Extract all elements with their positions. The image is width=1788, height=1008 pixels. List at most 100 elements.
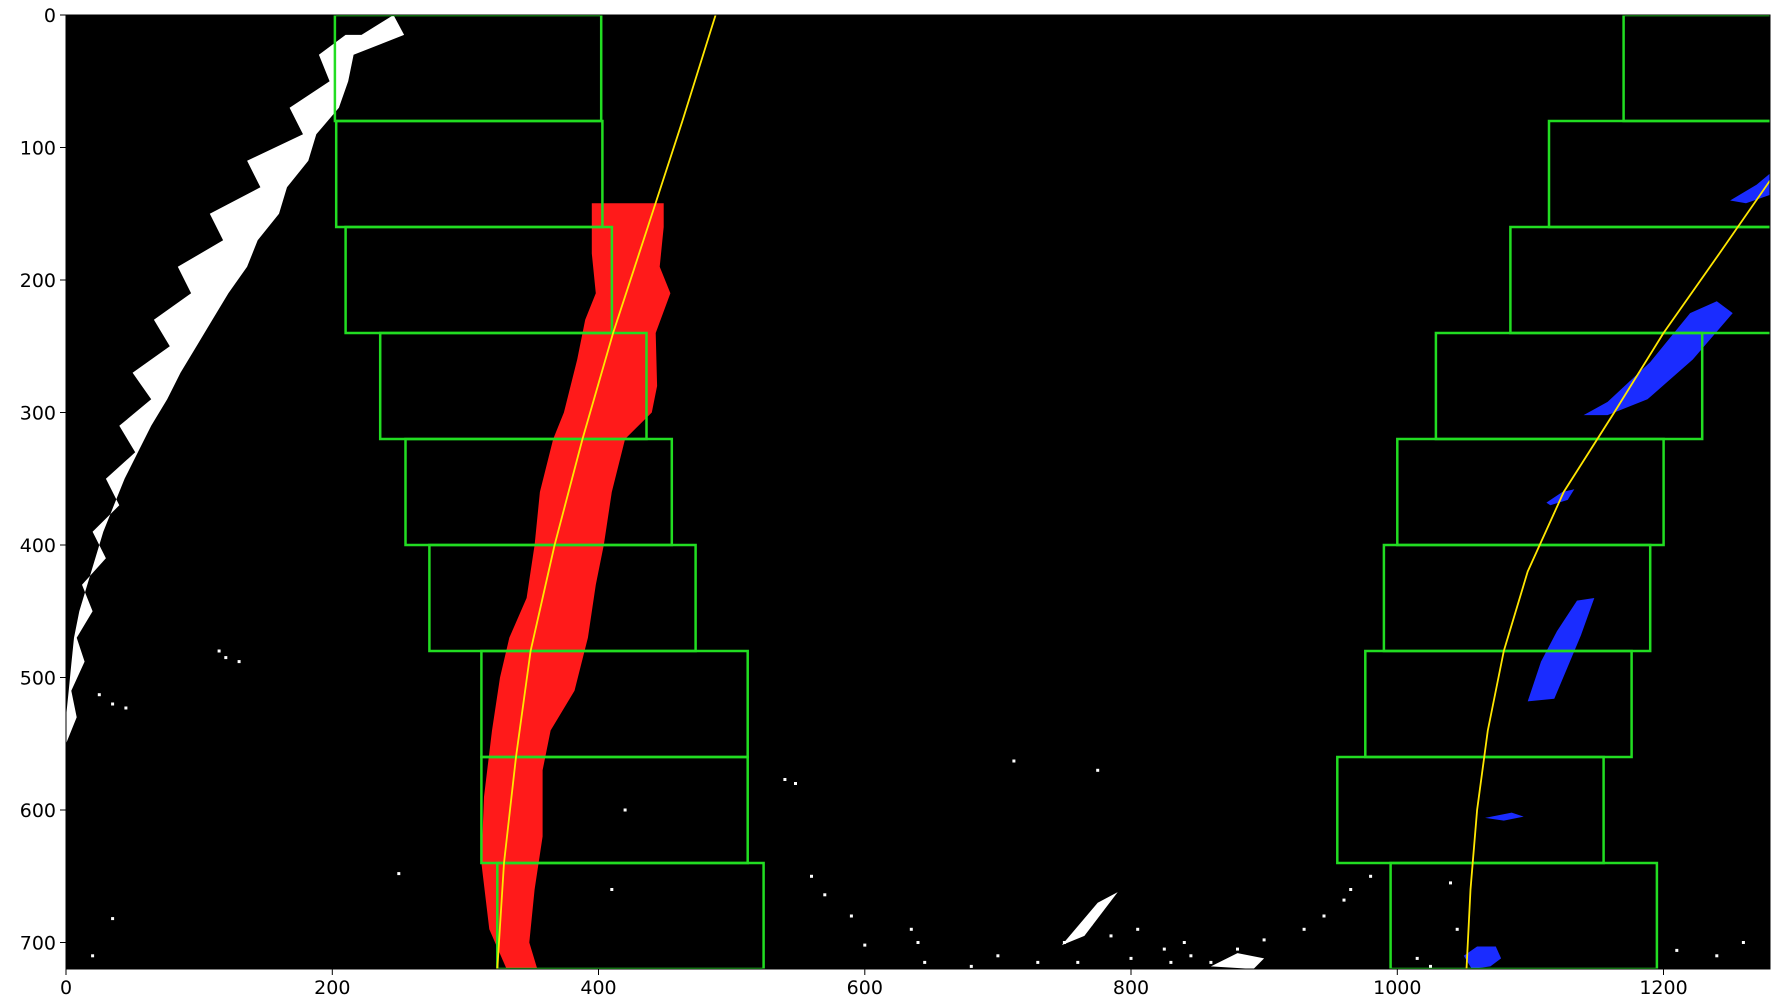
right-fit-curve [1465, 180, 1770, 969]
right-lane-pixel-cluster [1485, 812, 1524, 821]
noise-pixel [1429, 964, 1432, 968]
fit-curves-layer [496, 15, 1770, 969]
noise-pixel [111, 702, 115, 706]
noise-pixel [1109, 934, 1113, 938]
plot-area [66, 15, 1770, 969]
binary-pixels-layer [66, 15, 1745, 969]
y-tick-label: 0 [44, 5, 56, 27]
road-debris-pixels [1210, 953, 1265, 969]
noise-pixel [1209, 960, 1213, 964]
y-tick: 200 [20, 270, 66, 292]
noise-pixel [237, 660, 241, 664]
y-axis: 0 100 200 300 400 500 600 700 [20, 5, 66, 955]
x-axis: 0 200 400 600 800 1000 1200 [60, 969, 1688, 999]
right-lane-pixel-cluster [1583, 301, 1733, 416]
right-lane-pixel-cluster [1463, 946, 1502, 969]
y-tick-label: 500 [20, 668, 56, 690]
x-tick: 800 [1113, 969, 1149, 999]
left-lane-pixel-cluster [481, 203, 671, 969]
noise-pixel [1342, 898, 1346, 902]
noise-pixel [1169, 960, 1173, 964]
noise-pixel [1449, 881, 1452, 885]
y-tick: 300 [20, 403, 66, 425]
x-tick: 1000 [1373, 969, 1421, 999]
y-tick-label: 700 [20, 933, 56, 955]
x-tick-label: 0 [60, 977, 72, 999]
right-sliding-window [1622, 15, 1770, 123]
noise-pixel [97, 693, 101, 697]
noise-pixel [923, 960, 927, 964]
noise-pixel [823, 893, 827, 897]
noise-pixel [224, 656, 228, 660]
y-tick-label: 400 [20, 535, 56, 557]
noise-pixel [111, 917, 115, 921]
noise-pixel [1162, 947, 1166, 951]
right-lane-pixel-cluster [1527, 598, 1595, 702]
noise-pixel [1096, 768, 1100, 772]
noise-pixel [91, 954, 95, 958]
noise-pixel [1189, 954, 1193, 958]
noise-pixel [1129, 956, 1133, 960]
x-tick: 1200 [1639, 969, 1688, 999]
noise-pixel [1322, 914, 1326, 918]
noise-pixel [623, 808, 627, 812]
y-tick: 400 [20, 535, 66, 557]
noise-pixel [783, 778, 787, 781]
noise-pixel [1415, 956, 1419, 960]
x-tick-label: 1000 [1373, 977, 1421, 999]
noise-pixel [1012, 759, 1016, 763]
noise-pixel [916, 941, 920, 944]
noise-pixel [849, 914, 853, 918]
noise-pixel [1262, 938, 1266, 942]
y-tick: 600 [20, 800, 66, 822]
noise-pixel [996, 954, 1000, 958]
y-tick: 500 [20, 668, 66, 690]
x-tick-label: 400 [580, 977, 616, 999]
y-tick-label: 600 [20, 800, 56, 822]
noise-pixel [1076, 960, 1080, 964]
x-tick-label: 800 [1113, 977, 1149, 999]
noise-pixel [969, 964, 973, 968]
noise-pixel [909, 927, 913, 931]
noise-pixel [217, 649, 221, 653]
x-tick: 400 [580, 969, 617, 999]
y-tick: 700 [20, 933, 66, 955]
noise-pixel [124, 706, 128, 710]
noise-pixel [1089, 922, 1093, 926]
y-tick: 100 [20, 138, 66, 160]
y-tick-label: 100 [20, 138, 56, 160]
noise-pixel [1036, 960, 1040, 964]
noise-pixel [1236, 947, 1239, 951]
noise-pixel [1675, 948, 1679, 952]
left-sliding-window [333, 15, 603, 123]
plot-frame [65, 14, 1771, 970]
x-tick-label: 200 [314, 977, 350, 999]
noise-pixel [1715, 954, 1719, 958]
sliding-windows-layer [333, 15, 1770, 969]
noise-pixel [863, 943, 867, 947]
noise-pixel [810, 874, 813, 878]
noise-pixel [1302, 927, 1306, 931]
noise-pixel [610, 888, 614, 891]
noise-pixel [794, 782, 797, 785]
x-tick: 200 [314, 969, 350, 999]
x-tick-label: 600 [847, 977, 883, 999]
y-tick: 0 [44, 5, 66, 27]
left-fit-curve [496, 15, 717, 969]
left-lane-pixels-layer [481, 203, 671, 969]
x-tick: 0 [60, 969, 72, 999]
noise-pixel [397, 872, 401, 876]
noise-pixel [1455, 927, 1459, 931]
road-debris-pixels [1061, 892, 1118, 946]
x-tick-label: 1200 [1639, 977, 1687, 999]
y-tick-label: 300 [20, 403, 56, 425]
noise-pixel [1062, 941, 1066, 944]
x-tick: 600 [847, 969, 883, 999]
noise-pixel [1349, 888, 1353, 891]
y-tick-label: 200 [20, 270, 56, 292]
noise-pixel [1082, 930, 1086, 934]
binary-image-background [66, 15, 1770, 969]
noise-pixel [1136, 927, 1140, 931]
noise-pixel [1182, 941, 1186, 944]
